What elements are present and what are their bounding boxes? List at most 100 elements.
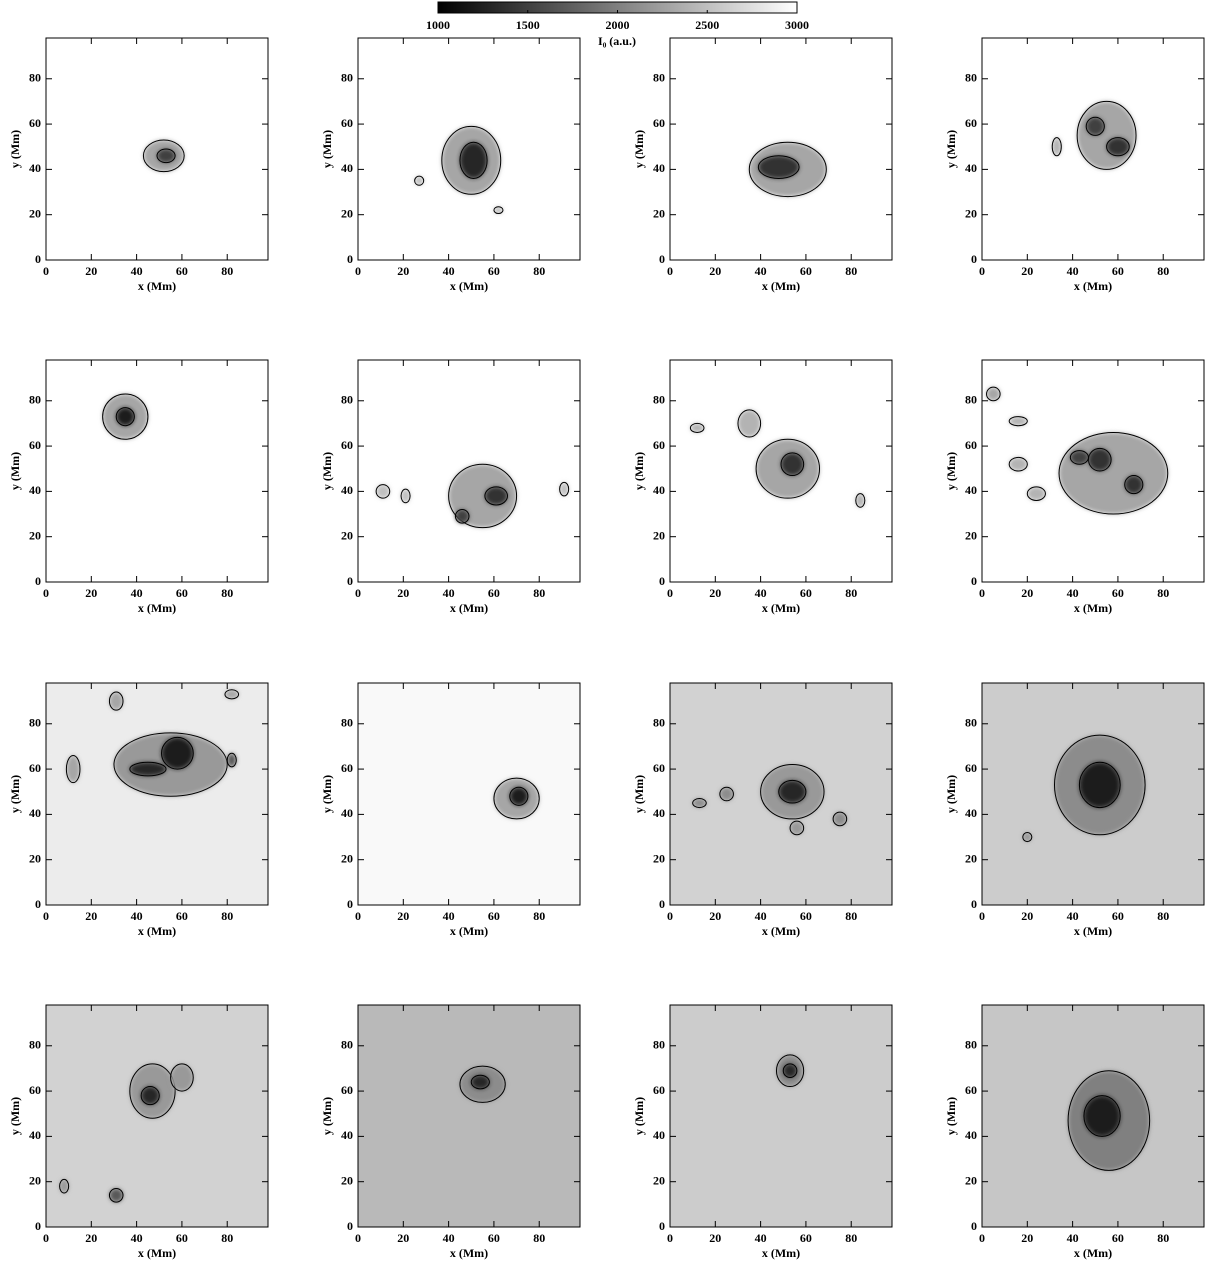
image	[358, 1005, 580, 1227]
colorbar-tick-label: 2000	[606, 18, 630, 32]
contour	[757, 155, 800, 179]
plot-frame	[669, 682, 893, 906]
feature	[1106, 137, 1130, 156]
contour	[832, 811, 848, 827]
background	[358, 683, 580, 905]
x-tick-label: 40	[1067, 586, 1079, 600]
y-tick-label: 20	[341, 206, 353, 220]
y-tick-label: 60	[653, 761, 665, 775]
y-tick-label: 20	[653, 528, 665, 542]
x-tick-label: 60	[1112, 1231, 1124, 1245]
image	[46, 1005, 268, 1227]
image	[358, 38, 580, 260]
contour	[59, 1178, 70, 1194]
contour	[115, 407, 135, 427]
y-tick-label: 40	[29, 1128, 41, 1142]
y-tick-label: 0	[35, 897, 41, 911]
x-tick-label: 0	[667, 264, 673, 278]
x-axis-label: x (Mm)	[1074, 601, 1112, 615]
contour	[1067, 1070, 1151, 1171]
y-tick-label: 20	[653, 1173, 665, 1187]
contour	[484, 486, 509, 506]
y-tick-label: 80	[653, 393, 665, 407]
feature	[1079, 762, 1121, 808]
x-tick-label: 40	[443, 586, 455, 600]
x-tick-label: 0	[43, 586, 49, 600]
y-axis-label: y (Mm)	[632, 452, 646, 490]
contour	[1058, 431, 1169, 515]
y-axis-label: y (Mm)	[632, 1097, 646, 1135]
x-tick-label: 20	[1021, 264, 1033, 278]
feature	[790, 821, 804, 835]
y-tick-label: 0	[35, 252, 41, 266]
x-tick-label: 80	[533, 909, 545, 923]
y-tick-label: 20	[29, 1173, 41, 1187]
feature	[1088, 448, 1112, 471]
y-tick-label: 80	[965, 716, 977, 730]
panel: 0 20 40 60 80 0 20 40 60 80 x (Mm) y (Mm)	[632, 682, 893, 938]
y-tick-label: 60	[341, 438, 353, 452]
panel: 0 20 40 60 80 0 20 40 60 80 x (Mm) y (Mm)	[944, 37, 1205, 293]
image	[358, 360, 580, 582]
y-tick-label: 40	[29, 161, 41, 175]
contour	[1022, 832, 1033, 843]
feature	[1009, 416, 1028, 426]
y-tick-label: 0	[659, 574, 665, 588]
x-tick-label: 80	[1157, 1231, 1169, 1245]
y-tick-label: 40	[341, 1128, 353, 1142]
x-tick-label: 20	[397, 909, 409, 923]
feature	[141, 1086, 160, 1105]
plot-frame	[357, 1004, 581, 1228]
x-tick-label: 20	[709, 909, 721, 923]
y-tick-label: 0	[347, 897, 353, 911]
y-axis-label: y (Mm)	[320, 452, 334, 490]
y-tick-label: 60	[341, 761, 353, 775]
y-tick-label: 80	[653, 1038, 665, 1052]
y-tick-label: 20	[965, 528, 977, 542]
contour	[161, 736, 194, 770]
feature	[1027, 486, 1046, 501]
feature	[109, 692, 124, 711]
x-tick-label: 20	[85, 264, 97, 278]
panel: 0 20 40 60 80 0 20 40 60 80 x (Mm) y (Mm)	[632, 37, 893, 293]
y-axis-label: y (Mm)	[8, 452, 22, 490]
y-axis-label: y (Mm)	[944, 775, 958, 813]
y-tick-label: 40	[341, 483, 353, 497]
contour	[986, 386, 1001, 402]
x-axis-label: x (Mm)	[138, 279, 176, 293]
y-tick-label: 40	[341, 161, 353, 175]
y-axis-label: y (Mm)	[8, 130, 22, 168]
x-tick-label: 60	[176, 1231, 188, 1245]
y-tick-label: 0	[35, 1219, 41, 1233]
y-tick-label: 20	[965, 851, 977, 865]
background	[46, 360, 268, 582]
colorbar-label: I₀ (a.u.)	[598, 34, 636, 48]
image	[46, 38, 268, 260]
x-tick-label: 0	[979, 909, 985, 923]
image	[46, 683, 268, 905]
x-tick-label: 0	[355, 909, 361, 923]
plot-frame	[357, 682, 581, 906]
y-tick-label: 40	[653, 1128, 665, 1142]
x-tick-label: 80	[221, 909, 233, 923]
plot-frame	[981, 359, 1205, 583]
y-tick-label: 20	[653, 851, 665, 865]
y-tick-label: 0	[971, 252, 977, 266]
y-tick-label: 80	[29, 716, 41, 730]
x-tick-label: 80	[1157, 909, 1169, 923]
feature	[783, 1063, 797, 1078]
x-tick-label: 0	[979, 264, 985, 278]
x-axis-label: x (Mm)	[450, 1246, 488, 1260]
y-tick-label: 0	[971, 574, 977, 588]
x-tick-label: 20	[709, 264, 721, 278]
plot-frame	[669, 1004, 893, 1228]
feature	[59, 1179, 69, 1194]
background	[358, 1005, 580, 1227]
x-tick-label: 40	[1067, 1231, 1079, 1245]
x-tick-label: 20	[85, 909, 97, 923]
x-tick-label: 60	[176, 264, 188, 278]
feature	[559, 482, 569, 496]
contour	[113, 732, 228, 797]
x-tick-label: 40	[131, 586, 143, 600]
x-tick-label: 0	[667, 586, 673, 600]
